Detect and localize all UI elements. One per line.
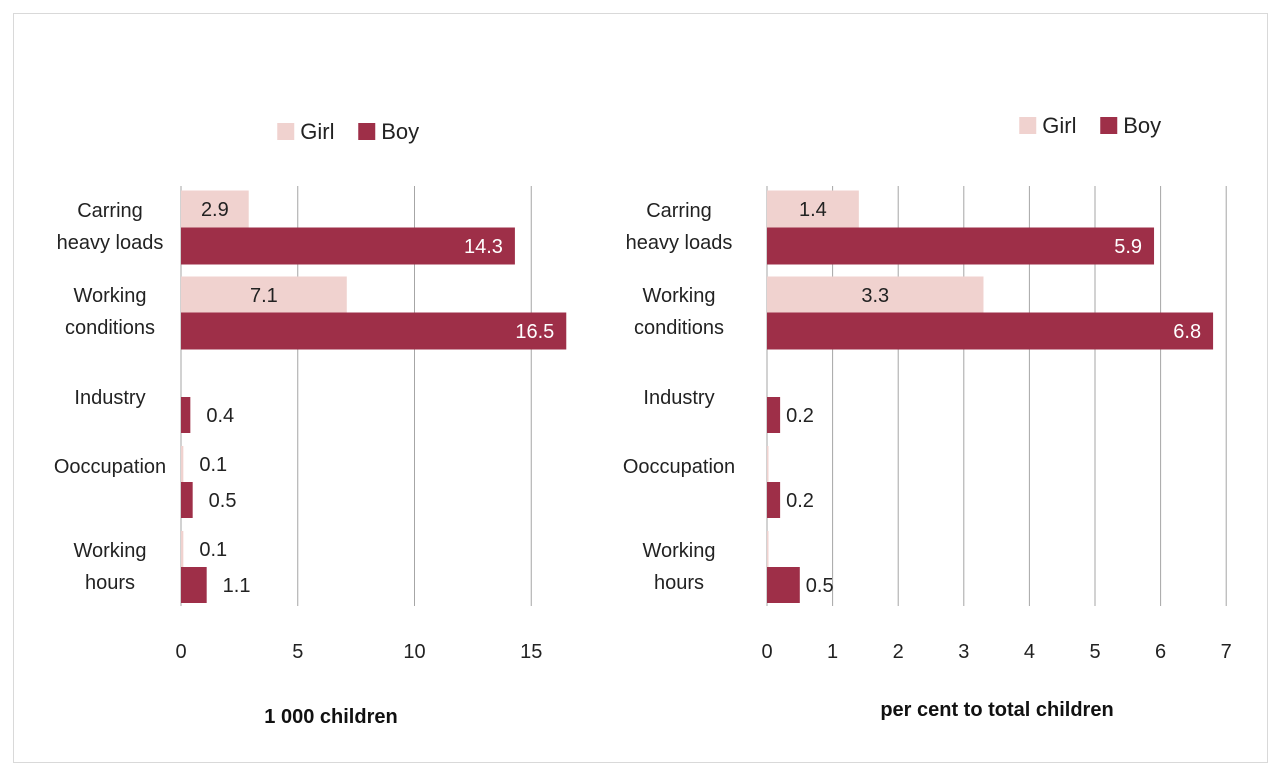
bar-boy — [181, 397, 191, 433]
bar-boy — [181, 567, 207, 603]
category-label: Working — [643, 540, 716, 562]
x-tick-label: 10 — [403, 641, 425, 663]
data-label: 0.1 — [199, 539, 227, 561]
x-tick-label: 4 — [1024, 641, 1035, 663]
x-tick-label: 2 — [893, 641, 904, 663]
x-tick-label: 5 — [1089, 641, 1100, 663]
category-label: Carring — [646, 200, 712, 222]
x-tick-label: 5 — [292, 641, 303, 663]
bar-boy — [767, 482, 781, 518]
category-label: Working — [74, 540, 147, 562]
legend-label: Girl — [300, 119, 334, 144]
bar-boy — [767, 227, 1155, 265]
category-label: hours — [85, 572, 135, 594]
data-label: 5.9 — [1114, 236, 1142, 258]
x-axis-title: per cent to total children — [880, 699, 1113, 721]
bar-boy — [767, 312, 1214, 350]
legend-label: Boy — [381, 119, 419, 144]
bar-girl — [181, 531, 184, 567]
data-label: 0.1 — [199, 454, 227, 476]
x-tick-label: 15 — [520, 641, 542, 663]
data-label: 6.8 — [1173, 321, 1201, 343]
data-label: 2.9 — [201, 199, 229, 221]
category-label: Working — [74, 285, 147, 307]
data-label: 0.2 — [786, 490, 814, 512]
bar-boy — [767, 397, 781, 433]
category-label: Ooccupation — [623, 456, 735, 478]
data-label: 1.1 — [223, 575, 251, 597]
data-label: 0.2 — [786, 405, 814, 427]
category-label: hours — [654, 572, 704, 594]
bar-girl — [181, 446, 184, 482]
bar-boy — [181, 312, 567, 350]
legend-swatch-girl — [277, 123, 295, 140]
legend-label: Girl — [1042, 113, 1076, 138]
bar-girl — [767, 190, 859, 228]
legend-label: Boy — [1123, 113, 1161, 138]
x-tick-label: 1 — [827, 641, 838, 663]
bar-boy — [767, 567, 800, 603]
bar-boy — [181, 482, 193, 518]
data-label: 14.3 — [464, 236, 503, 258]
data-label: 0.4 — [206, 405, 234, 427]
category-label: conditions — [65, 317, 155, 339]
x-tick-label: 6 — [1155, 641, 1166, 663]
bar-girl — [767, 446, 769, 482]
legend-swatch-boy — [1100, 117, 1118, 134]
data-label: 7.1 — [250, 285, 278, 307]
bar-girl — [767, 531, 769, 567]
category-label: Industry — [74, 387, 145, 409]
bar-girl — [181, 276, 347, 314]
x-tick-label: 3 — [958, 641, 969, 663]
category-label: conditions — [634, 317, 724, 339]
legend-swatch-boy — [358, 123, 376, 140]
category-label: Carring — [77, 200, 143, 222]
bar-girl — [767, 276, 984, 314]
data-label: 16.5 — [515, 321, 554, 343]
chart-frame — [13, 13, 1268, 763]
data-label: 3.3 — [861, 285, 889, 307]
x-tick-label: 0 — [175, 641, 186, 663]
x-tick-label: 7 — [1221, 641, 1232, 663]
data-label: 0.5 — [806, 575, 834, 597]
bar-girl — [181, 190, 249, 228]
category-label: Industry — [643, 387, 714, 409]
x-tick-label: 0 — [761, 641, 772, 663]
data-label: 1.4 — [799, 199, 827, 221]
category-label: Ooccupation — [54, 456, 166, 478]
category-label: Working — [643, 285, 716, 307]
x-axis-title: 1 000 children — [264, 706, 397, 728]
legend-swatch-girl — [1019, 117, 1037, 134]
bar-boy — [181, 227, 515, 265]
category-label: heavy loads — [626, 232, 733, 254]
category-label: heavy loads — [57, 232, 164, 254]
data-label: 0.5 — [209, 490, 237, 512]
